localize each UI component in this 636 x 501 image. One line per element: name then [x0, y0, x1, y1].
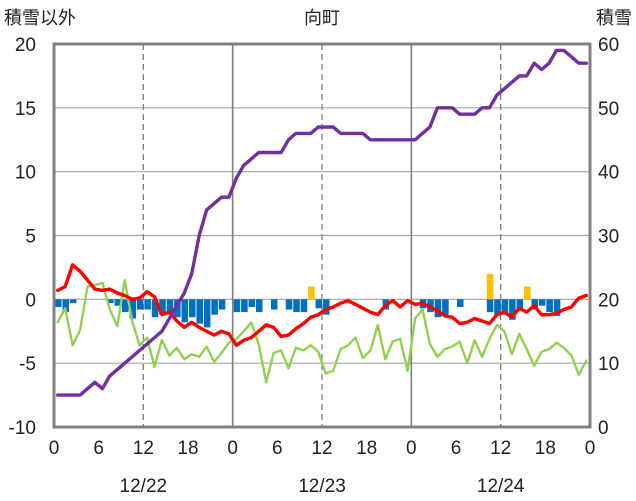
- temp_change_down-bar: [323, 299, 330, 315]
- lines-layer: [56, 48, 588, 397]
- y-left-axis-label: 積雪以外: [4, 8, 76, 28]
- temp_change_up-bar: [486, 273, 494, 300]
- temp_change_down-bar: [285, 299, 293, 310]
- y-left-tick-label: 15: [15, 99, 36, 120]
- x-tick-label: 6: [451, 438, 462, 459]
- y-right-tick-label: 0: [598, 418, 609, 439]
- temp_change_down-bar: [442, 299, 449, 315]
- temp_change_down-bar: [144, 299, 151, 310]
- y-right-tick-label: 10: [598, 354, 619, 375]
- temp_change_down-bar: [516, 299, 524, 311]
- temp_change_down-bar: [122, 299, 129, 313]
- temp_change_down-bar: [151, 299, 159, 318]
- temp_change_down-bar: [315, 299, 323, 309]
- x-tick-label: 18: [535, 438, 556, 459]
- x-tick-label: 0: [585, 438, 596, 459]
- temp_change_down-bar: [189, 299, 196, 318]
- temp_change_down-bar: [434, 299, 442, 318]
- y-right-tick-label: 60: [598, 35, 619, 56]
- x-tick-label: 18: [177, 438, 198, 459]
- temp_change_down-bar: [486, 299, 494, 313]
- x-tick-label: 0: [49, 438, 60, 459]
- y-right-tick-label: 30: [598, 227, 619, 248]
- y-left-tick-label: 0: [25, 290, 36, 311]
- temp_change_down-bar: [553, 299, 561, 316]
- temp_change_down-bar: [174, 299, 181, 318]
- chart-title: 向町: [304, 8, 340, 28]
- temp_change_down-bar: [107, 299, 114, 304]
- temp_change_down-bar: [241, 299, 248, 313]
- x-tick-label: 12: [133, 438, 154, 459]
- temp_change_down-bar: [538, 299, 546, 306]
- temp_change_down-bar: [233, 299, 241, 313]
- plot-frame: [52, 42, 592, 429]
- grid-layer: [54, 44, 590, 427]
- x-tick-label: 18: [356, 438, 377, 459]
- bars-layer: [55, 273, 561, 328]
- temp_change_down-bar: [166, 299, 174, 313]
- y-right-tick-label: 20: [598, 290, 619, 311]
- temp_change_up-bar: [308, 286, 315, 300]
- y-left-tick-label: 20: [15, 35, 36, 56]
- temp_change_down-bar: [256, 299, 263, 313]
- x-tick-label: 12: [311, 438, 332, 459]
- temp_change_up-bar: [524, 286, 531, 300]
- y-left-tick-label: 10: [15, 163, 36, 184]
- y-right-tick-label: 50: [598, 99, 619, 120]
- temp_change_down-bar: [293, 299, 300, 313]
- y-left-tick-label: 5: [25, 227, 36, 248]
- y-left-tick-label: -5: [19, 354, 36, 375]
- y-right-tick-label: 40: [598, 163, 619, 184]
- temp_change_down-bar: [114, 299, 122, 306]
- temp_change_down-bar: [159, 299, 166, 315]
- temp_change_down-bar: [129, 299, 136, 319]
- temp_change_down-bar: [270, 299, 278, 310]
- temp_change_down-bar: [55, 299, 62, 307]
- y-right-axis-label: 積雪: [596, 8, 632, 28]
- x-tick-label: 0: [227, 438, 238, 459]
- temp_change_down-bar: [181, 299, 189, 323]
- temp_change_down-bar: [69, 299, 77, 304]
- y-left-tick-label: -10: [9, 418, 36, 439]
- temp_change_down-bar: [494, 299, 501, 315]
- date-label: 12/23: [298, 476, 346, 497]
- snow_depth-line: [56, 48, 588, 397]
- date-label: 12/24: [477, 476, 525, 497]
- temp_change_down-bar: [203, 299, 211, 328]
- temp_change_down-bar: [248, 299, 256, 307]
- temp_change_down-bar: [218, 299, 226, 310]
- x-tick-label: 6: [272, 438, 283, 459]
- x-tick-label: 6: [93, 438, 104, 459]
- temp_change_down-bar: [457, 299, 464, 307]
- x-tick-label: 12: [490, 438, 511, 459]
- temp_change_down-bar: [501, 299, 509, 315]
- temp_change_down-bar: [211, 299, 218, 315]
- temp_change_down-bar: [509, 299, 516, 320]
- temp_change_down-bar: [62, 299, 69, 313]
- temp_change_down-bar: [196, 299, 203, 324]
- wind-line: [56, 279, 588, 384]
- temp_change_down-bar: [136, 299, 144, 310]
- temperature-line: [56, 263, 588, 347]
- temp_change_down-bar: [300, 299, 308, 313]
- x-tick-label: 0: [406, 438, 417, 459]
- date-label: 12/22: [120, 476, 168, 497]
- temp_change_down-bar: [546, 299, 553, 313]
